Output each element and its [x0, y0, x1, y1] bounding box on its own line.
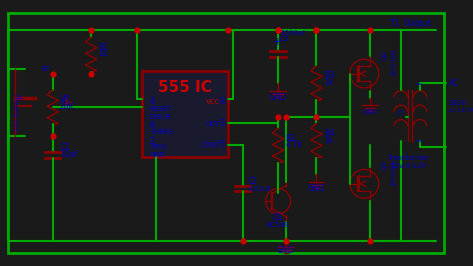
- Text: +: +: [273, 37, 283, 47]
- Text: RESET: RESET: [149, 106, 172, 112]
- Text: 5: 5: [219, 140, 224, 149]
- Text: 12V-0-12V: 12V-0-12V: [390, 163, 427, 169]
- Text: 6: 6: [149, 121, 155, 130]
- Text: R1: R1: [98, 43, 108, 52]
- Text: ~: ~: [415, 80, 423, 90]
- Text: BT: BT: [41, 66, 50, 72]
- Text: 10uf: 10uf: [61, 150, 78, 159]
- Text: 4: 4: [149, 97, 155, 106]
- FancyBboxPatch shape: [142, 71, 228, 157]
- Text: CT: CT: [397, 111, 405, 116]
- Text: IRF540N: IRF540N: [391, 48, 396, 74]
- Text: CONT: CONT: [201, 142, 220, 148]
- Text: 12V Battery: 12V Battery: [15, 93, 20, 131]
- Text: C3: C3: [280, 36, 289, 42]
- Text: GND: GND: [362, 109, 378, 115]
- Text: C1: C1: [61, 143, 70, 152]
- Text: BC549: BC549: [267, 222, 289, 228]
- Text: 4.7k: 4.7k: [286, 140, 302, 149]
- Text: R4: R4: [324, 129, 334, 138]
- Text: AC: AC: [449, 79, 459, 88]
- Text: 20K: 20K: [60, 102, 74, 111]
- Text: ~: ~: [415, 138, 423, 147]
- Text: Transformer: Transformer: [387, 155, 429, 161]
- Text: IRF540N: IRF540N: [391, 159, 396, 185]
- Text: 1k: 1k: [324, 136, 333, 145]
- Text: VR: VR: [60, 95, 70, 104]
- Text: OUT: OUT: [206, 121, 220, 127]
- Text: or 117V: or 117V: [449, 108, 473, 113]
- Text: 3: 3: [219, 119, 224, 128]
- Text: R3: R3: [324, 71, 334, 80]
- Text: 230V: 230V: [449, 100, 467, 106]
- Text: 1k: 1k: [324, 78, 333, 87]
- Text: 555 IC: 555 IC: [158, 80, 212, 95]
- Text: Q3: Q3: [382, 161, 387, 171]
- Text: GND: GND: [149, 152, 166, 158]
- Text: 1000uf: 1000uf: [280, 30, 305, 36]
- Text: GND: GND: [269, 93, 287, 102]
- Text: TRIG: TRIG: [149, 144, 166, 150]
- Text: R2: R2: [286, 134, 296, 143]
- Text: 0.01uf: 0.01uf: [247, 186, 270, 193]
- Text: VCC: VCC: [206, 99, 220, 105]
- Text: THRES: THRES: [149, 129, 173, 135]
- Text: C2: C2: [247, 177, 257, 186]
- Text: Q2: Q2: [382, 51, 387, 60]
- Text: +: +: [15, 94, 23, 104]
- Text: Q1: Q1: [273, 213, 283, 222]
- Text: 1k: 1k: [98, 49, 107, 58]
- Text: T1  Output: T1 Output: [390, 19, 431, 28]
- Text: 8: 8: [219, 97, 224, 106]
- Text: 2: 2: [149, 136, 155, 146]
- Text: GND: GND: [307, 185, 325, 193]
- Text: GND: GND: [277, 246, 295, 255]
- Text: DISCH: DISCH: [149, 114, 171, 120]
